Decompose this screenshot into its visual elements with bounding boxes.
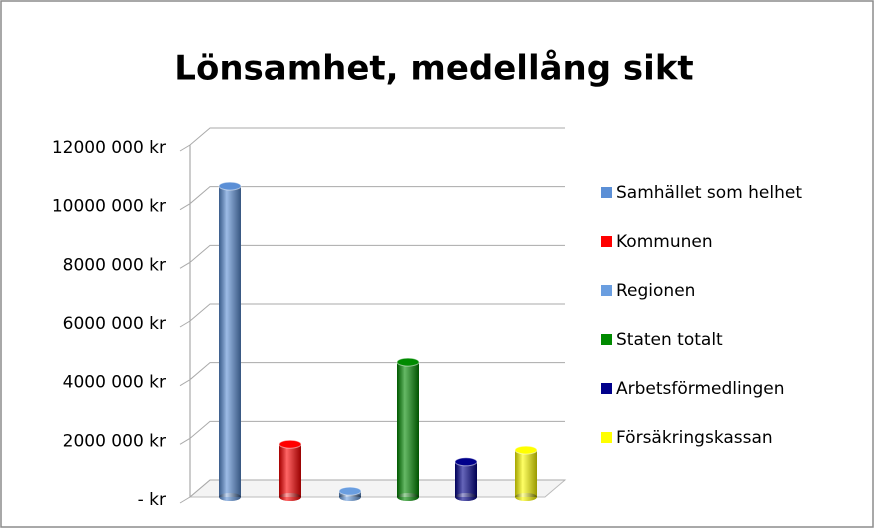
y-tick-label: - kr: [138, 490, 166, 510]
legend-label: Försäkringskassan: [616, 428, 773, 448]
legend-label: Regionen: [616, 281, 695, 301]
legend-label: Arbetsförmedlingen: [616, 379, 785, 399]
legend-label: Samhället som helhet: [616, 183, 802, 203]
grid-line: [179, 303, 565, 328]
legend-swatch: [601, 334, 612, 345]
bar-shade: [279, 444, 301, 497]
bar-shade: [455, 461, 477, 497]
y-tick-label: 4000 000 kr: [63, 373, 166, 393]
bar-shade: [279, 493, 301, 501]
y-tick-label: 12000 000 kr: [52, 138, 166, 158]
legend-label: Staten totalt: [616, 330, 723, 350]
bar-shade: [515, 493, 537, 501]
bar-top: [218, 181, 242, 191]
bar-shade: [455, 493, 477, 501]
bar-top: [514, 445, 538, 455]
y-tick-label: 10000 000 kr: [52, 197, 166, 217]
bar-shade: [219, 493, 241, 501]
grid-line: [179, 186, 565, 211]
y-tick-label: 6000 000 kr: [63, 314, 166, 334]
floor: [188, 479, 567, 498]
bar-top: [454, 457, 478, 467]
bar-top: [396, 357, 420, 367]
legend-swatch: [601, 432, 612, 443]
grid-line: [179, 127, 565, 152]
legend-swatch: [601, 236, 612, 247]
bar-top: [338, 486, 362, 496]
bar-shade: [515, 450, 537, 497]
bar-shade: [219, 186, 241, 498]
grid-line: [179, 362, 565, 387]
grid-line: [179, 420, 565, 445]
grid-line: [179, 479, 565, 504]
y-tick-label: 2000 000 kr: [63, 431, 166, 451]
y-tick-label: 8000 000 kr: [63, 255, 166, 275]
legend-swatch: [601, 187, 612, 198]
legend-label: Kommunen: [616, 232, 713, 252]
bar-shade: [397, 493, 419, 501]
chart-title: Lönsamhet, medellång sikt: [174, 49, 693, 89]
legend-swatch: [601, 285, 612, 296]
bar-top: [278, 439, 302, 449]
legend-swatch: [601, 383, 612, 394]
grid-line: [179, 244, 565, 269]
bar-shade: [397, 362, 419, 497]
